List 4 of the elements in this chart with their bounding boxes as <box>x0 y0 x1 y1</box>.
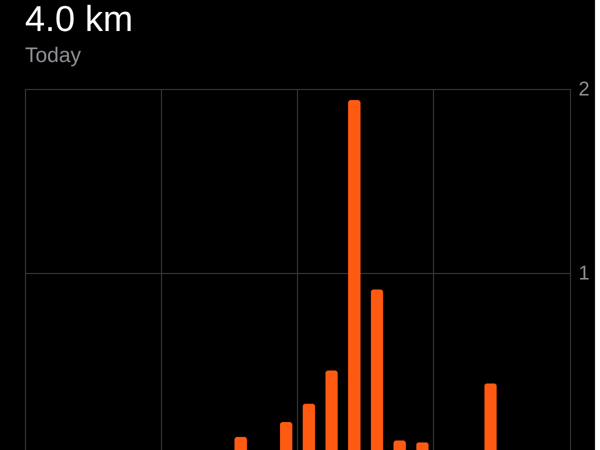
y-tick-label: 1 <box>578 262 590 284</box>
chart-subtitle: Today <box>25 44 82 67</box>
chart-title: 4.0 km <box>25 0 134 39</box>
y-tick-label: 2 <box>578 78 590 100</box>
